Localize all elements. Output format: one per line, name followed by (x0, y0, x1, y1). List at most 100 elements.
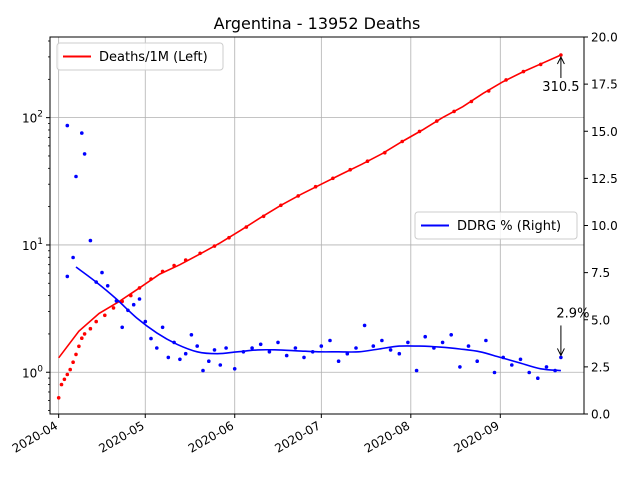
deaths-point (183, 258, 188, 262)
right-tick-label: 10.0 (591, 219, 618, 233)
legend-box (414, 211, 578, 240)
annotation-arrow-head (556, 55, 565, 65)
ddrg-point (501, 355, 506, 360)
ddrg-point (397, 351, 402, 356)
ddrg-point (423, 334, 428, 339)
deaths-annotation: 310.5 (542, 55, 580, 95)
deaths-point (227, 235, 231, 240)
ddrg-point (466, 344, 471, 348)
ddrg-point (328, 338, 332, 343)
deaths-point (521, 69, 526, 74)
x-axis: 2020-04 2020-05 2020-06 2020-07 2020-08 2020-… (10, 414, 502, 456)
ddrg-point (371, 344, 376, 348)
annotation-label: 2.9% (556, 306, 589, 321)
ddrg-point (354, 346, 358, 350)
deaths-point (77, 344, 81, 349)
ddrg-annotation: 2.9% (556, 306, 589, 357)
ddrg-point (406, 340, 410, 345)
ddrg-point (80, 131, 84, 135)
deaths-point (279, 203, 283, 208)
deaths-point (137, 286, 142, 290)
deaths-point (59, 382, 64, 387)
legend-ddrg: DDRG % (Right) (414, 211, 578, 240)
ddrg-point (183, 351, 188, 356)
ddrg-trend-line (75, 266, 561, 372)
deaths-point (82, 332, 87, 336)
legends: Deaths/1M (Left) DDRG % (Right) (56, 42, 578, 240)
annotation-arrow-head (556, 348, 565, 357)
ddrg-point (218, 363, 223, 367)
chart-title: Argentina - 13952 Deaths (214, 14, 421, 33)
ddrg-point (310, 350, 315, 354)
left-tick-label: 101 (22, 237, 43, 253)
deaths-point (71, 360, 75, 365)
x-tick-label: 2020-04 (10, 418, 60, 455)
ddrg-point (336, 359, 341, 364)
deaths-point (68, 367, 72, 372)
deaths-point (111, 306, 116, 310)
deaths-point (313, 184, 318, 189)
ddrg-point (553, 368, 557, 373)
ddrg-point (345, 351, 350, 356)
ddrg-point (105, 284, 110, 288)
ddrg-point (201, 368, 205, 373)
right-tick-label: 15.0 (591, 125, 618, 139)
ddrg-point (536, 376, 540, 381)
ddrg-point (284, 353, 289, 358)
ddrg-point (137, 297, 142, 301)
ddrg-point (195, 344, 199, 348)
ddrg-point (293, 346, 298, 350)
ddrg-point (258, 342, 263, 347)
ddrg-point (65, 123, 70, 128)
ddrg-point (189, 333, 194, 337)
ddrg-point (166, 355, 171, 360)
deaths-line (58, 54, 562, 359)
ddrg-point (414, 368, 419, 373)
deaths-point (212, 244, 217, 248)
deaths-point (172, 263, 176, 268)
ddrg-point (94, 280, 98, 284)
ddrg-point (475, 359, 480, 364)
deaths-point (538, 62, 543, 67)
deaths-point (435, 119, 439, 123)
deaths-point (149, 277, 153, 281)
ddrg-point (267, 350, 272, 354)
deaths-point (160, 269, 165, 274)
deaths-per-million-series (56, 53, 563, 400)
ddrg-point (126, 308, 130, 313)
deaths-point (452, 109, 456, 114)
ddrg-point (432, 346, 436, 350)
legend-label: Deaths/1M (Left) (99, 50, 208, 65)
right-tick-label: 0.0 (591, 408, 610, 422)
deaths-point (74, 352, 78, 357)
x-tick-label: 2020-05 (96, 418, 146, 455)
ddrg-point (178, 357, 182, 362)
legend-box (56, 42, 224, 71)
ddrg-point (559, 355, 563, 360)
deaths-point (198, 251, 202, 256)
deaths-point (504, 78, 508, 82)
deaths-point (261, 214, 266, 219)
x-tick-label: 2020-08 (362, 418, 412, 455)
deaths-point (244, 225, 249, 229)
right-tick-label: 5.0 (591, 313, 610, 327)
ddrg-point (65, 274, 70, 279)
deaths-point (80, 336, 84, 341)
ddrg-point (449, 333, 454, 337)
right-tick-label: 2.5 (591, 360, 610, 374)
ddrg-point (74, 174, 78, 179)
ddrg-point (82, 152, 87, 156)
series-layer (56, 53, 563, 400)
ddrg-point (120, 325, 124, 330)
left-y-axis: 100 101 102 (22, 40, 50, 411)
ddrg-point (518, 357, 523, 362)
ddrg-point (544, 365, 549, 369)
ddrg-point (131, 302, 136, 307)
ddrg-point (319, 344, 324, 348)
deaths-point (88, 326, 93, 331)
deaths-point (383, 150, 387, 155)
x-tick-label: 2020-09 (451, 418, 501, 455)
ddrg-point (458, 365, 462, 369)
deaths-point (365, 159, 370, 163)
